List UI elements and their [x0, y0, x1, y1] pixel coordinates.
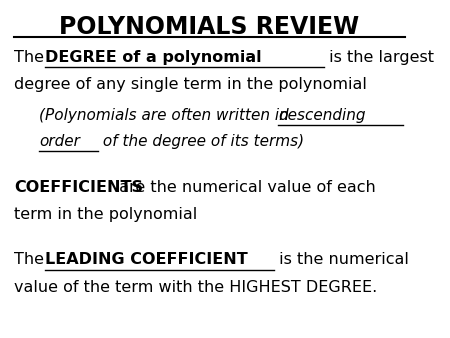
Text: is the numerical: is the numerical	[274, 252, 409, 267]
Text: COEFFICIENTS: COEFFICIENTS	[14, 180, 143, 195]
Text: degree of any single term in the polynomial: degree of any single term in the polynom…	[14, 77, 367, 93]
Text: (Polynomials are often written in: (Polynomials are often written in	[39, 108, 293, 123]
Text: value of the term with the HIGHEST DEGREE.: value of the term with the HIGHEST DEGRE…	[14, 280, 377, 295]
Text: The: The	[14, 252, 49, 267]
Text: term in the polynomial: term in the polynomial	[14, 207, 197, 222]
Text: LEADING COEFFICIENT: LEADING COEFFICIENT	[45, 252, 248, 267]
Text: of the degree of its terms): of the degree of its terms)	[98, 135, 304, 149]
Text: order: order	[39, 135, 80, 149]
Text: The: The	[14, 50, 49, 65]
Text: are the numerical value of each: are the numerical value of each	[114, 180, 376, 195]
Text: DEGREE of a polynomial: DEGREE of a polynomial	[45, 50, 261, 65]
Text: is the largest: is the largest	[324, 50, 433, 65]
Text: POLYNOMIALS REVIEW: POLYNOMIALS REVIEW	[59, 15, 359, 39]
Text: descending: descending	[278, 108, 365, 123]
